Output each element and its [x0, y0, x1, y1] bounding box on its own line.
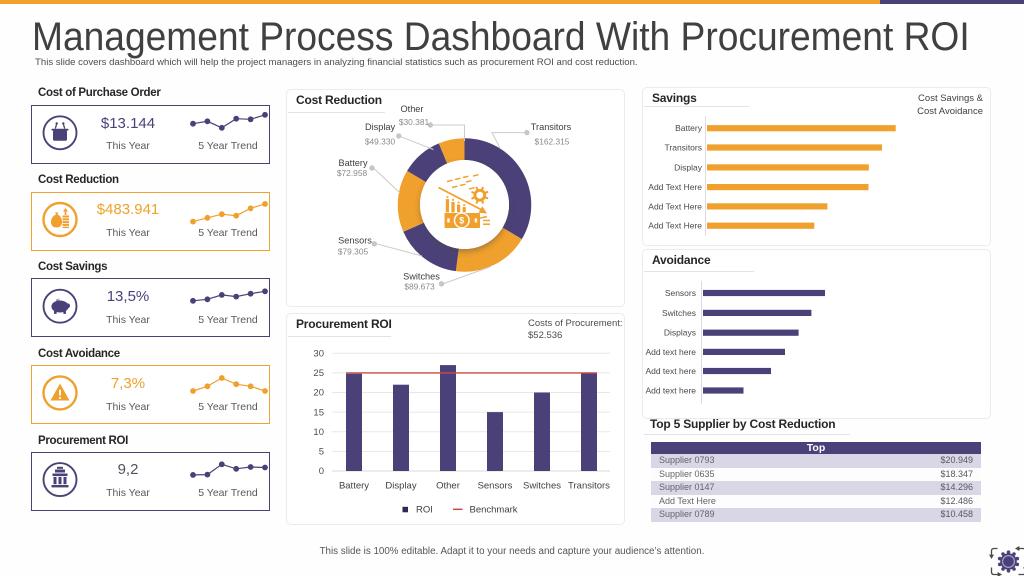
- svg-text:Switches: Switches: [523, 481, 561, 492]
- svg-text:Display: Display: [674, 162, 703, 172]
- svg-text:Switches: Switches: [403, 272, 440, 282]
- svg-text:Switches: Switches: [662, 308, 696, 318]
- svg-text:Add text here: Add text here: [645, 386, 696, 396]
- svg-text:$72.958: $72.958: [337, 168, 368, 178]
- svg-text:Sensors: Sensors: [338, 236, 372, 246]
- svg-text:25: 25: [313, 368, 324, 379]
- svg-text:Add Text Here: Add Text Here: [648, 221, 702, 231]
- svg-text:Sensors: Sensors: [478, 481, 513, 492]
- svg-text:$30.381: $30.381: [399, 117, 430, 127]
- svg-text:Add text here: Add text here: [645, 366, 696, 376]
- svg-text:Sensors: Sensors: [665, 288, 696, 298]
- svg-text:Display: Display: [365, 122, 396, 132]
- svg-text:Add text here: Add text here: [645, 347, 696, 357]
- svg-text:Transitors: Transitors: [531, 122, 572, 132]
- svg-text:Benchmark: Benchmark: [470, 505, 518, 516]
- svg-text:Other: Other: [401, 104, 424, 114]
- svg-text:Display: Display: [385, 481, 416, 492]
- svg-text:Displays: Displays: [664, 328, 696, 338]
- svg-text:Transitors: Transitors: [665, 143, 702, 153]
- svg-text:Other: Other: [436, 481, 460, 492]
- svg-text:$49.330: $49.330: [365, 136, 396, 146]
- svg-text:Transitors: Transitors: [568, 481, 610, 492]
- svg-text:$162.315: $162.315: [535, 136, 570, 146]
- svg-text:ROI: ROI: [416, 505, 433, 516]
- svg-text:Battery: Battery: [339, 481, 369, 492]
- svg-text:0: 0: [319, 466, 324, 477]
- svg-text:15: 15: [313, 407, 324, 418]
- svg-text:Add Text Here: Add Text Here: [648, 182, 702, 192]
- svg-text:$89.673: $89.673: [404, 282, 435, 292]
- svg-text:Battery: Battery: [338, 158, 368, 168]
- svg-text:30: 30: [313, 349, 324, 360]
- svg-text:Add Text Here: Add Text Here: [648, 201, 702, 211]
- svg-text:Battery: Battery: [675, 123, 703, 133]
- svg-text:5: 5: [319, 447, 324, 458]
- svg-text:$: $: [459, 216, 464, 226]
- svg-text:10: 10: [313, 427, 324, 438]
- svg-text:$79.305: $79.305: [338, 247, 369, 257]
- svg-text:20: 20: [313, 388, 324, 399]
